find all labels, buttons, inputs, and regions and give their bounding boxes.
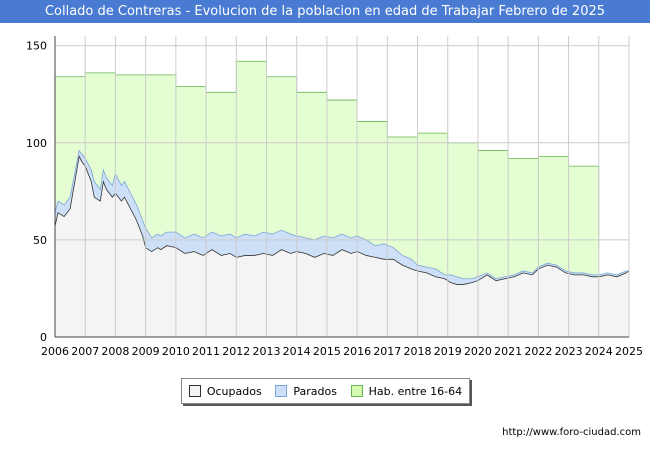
y-tick-label: 0: [40, 331, 47, 344]
y-tick-label: 50: [33, 234, 47, 247]
legend-swatch-hab: [350, 385, 363, 397]
x-tick-label: 2025: [615, 345, 643, 358]
x-tick-label: 2024: [585, 345, 613, 358]
chart-legend: Ocupados Parados Hab. entre 16-64: [181, 378, 470, 404]
x-tick-label: 2006: [41, 345, 69, 358]
legend-item-hab: Hab. entre 16-64: [350, 384, 463, 398]
x-tick-label: 2011: [192, 345, 220, 358]
x-tick-label: 2008: [101, 345, 129, 358]
x-tick-label: 2013: [252, 345, 280, 358]
legend-label-hab: Hab. entre 16-64: [368, 384, 463, 398]
legend-label-ocupados: Ocupados: [206, 384, 262, 398]
legend-swatch-parados: [275, 385, 288, 397]
x-tick-label: 2020: [464, 345, 492, 358]
y-tick-label: 150: [26, 40, 47, 53]
x-tick-label: 2009: [132, 345, 160, 358]
chart-title: Collado de Contreras - Evolucion de la p…: [0, 0, 650, 23]
x-tick-label: 2022: [524, 345, 552, 358]
series-line-ocupados: [54, 155, 630, 285]
legend-item-parados: Parados: [275, 385, 337, 398]
x-tick-label: 2015: [313, 345, 341, 358]
x-tick-label: 2021: [494, 345, 522, 358]
series-line-parados: [54, 149, 629, 280]
x-tick-label: 2019: [434, 345, 462, 358]
legend-label-parados: Parados: [293, 384, 337, 398]
legend-swatch-ocupados: [188, 385, 201, 397]
x-tick-label: 2012: [222, 345, 250, 358]
x-tick-label: 2023: [555, 345, 583, 358]
legend-item-ocupados: Ocupados: [188, 384, 262, 398]
x-tick-label: 2010: [162, 345, 190, 358]
x-tick-label: 2016: [343, 345, 371, 358]
series-area-ocupados: [55, 156, 629, 337]
x-tick-label: 2007: [71, 345, 99, 358]
x-tick-label: 2014: [283, 345, 311, 358]
x-tick-label: 2018: [404, 345, 432, 358]
y-tick-label: 100: [26, 137, 47, 150]
source-url[interactable]: http://www.foro-ciudad.com: [502, 427, 641, 438]
x-tick-label: 2017: [373, 345, 401, 358]
